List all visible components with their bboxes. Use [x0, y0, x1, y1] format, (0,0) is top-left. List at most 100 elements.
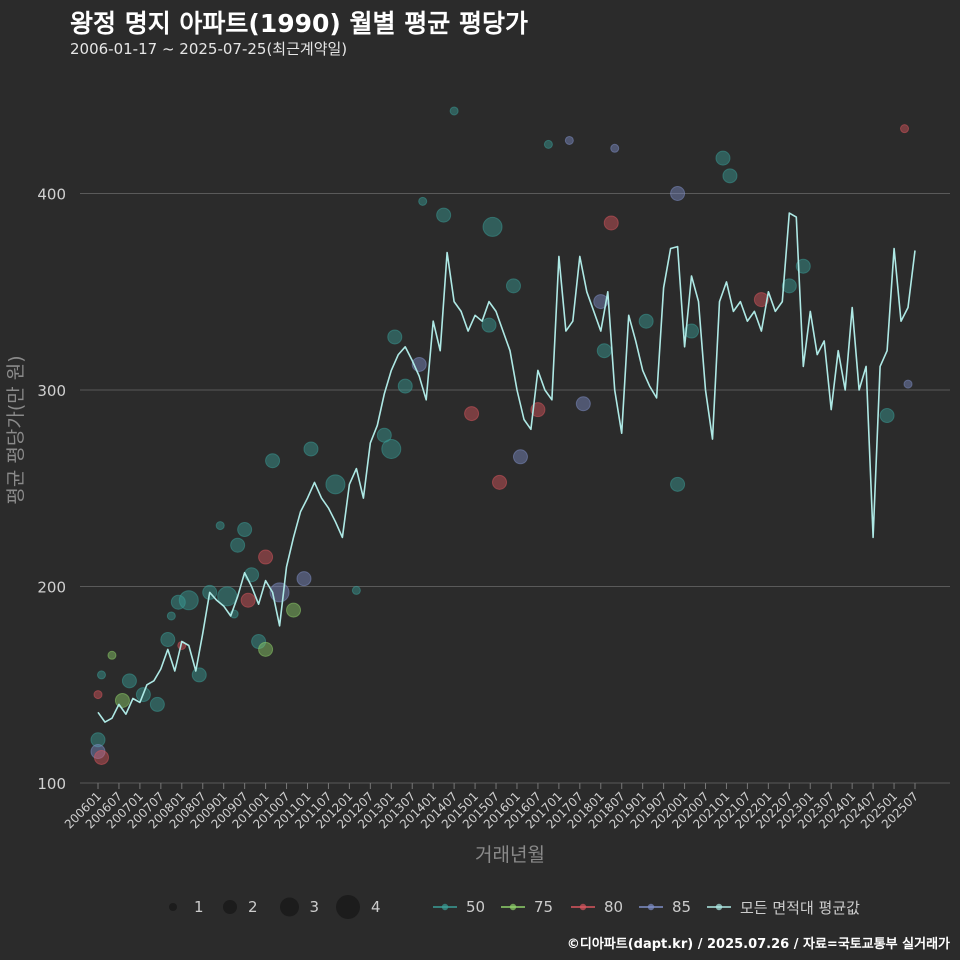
- chart-subtitle: 2006-01-17 ~ 2025-07-25(최근계약일): [70, 40, 348, 58]
- scatter-point: [90, 732, 106, 748]
- legend-size-label: 4: [371, 898, 381, 916]
- legend-series-label: 80: [604, 898, 624, 916]
- scatter-point: [121, 673, 137, 689]
- legend-series-2: 75: [500, 892, 553, 922]
- scatter-point: [325, 474, 346, 495]
- scatter-point: [610, 143, 620, 153]
- scatter-point: [715, 150, 731, 166]
- scatter-point: [670, 186, 686, 201]
- legend-series-1: 50: [432, 892, 485, 922]
- legend-size-2: 2: [222, 892, 258, 922]
- legend-series-label: 75: [534, 898, 554, 916]
- scatter-point: [258, 549, 274, 565]
- scatter-point: [258, 641, 274, 657]
- scatter-point: [596, 343, 612, 359]
- legend-line-dot-icon: [501, 903, 525, 911]
- scatter-point: [900, 124, 910, 134]
- scatter-point: [237, 522, 253, 538]
- scatter-point: [166, 611, 176, 621]
- scatter-point: [603, 215, 619, 231]
- scatter-point: [638, 313, 654, 329]
- legend-line-dot-icon: [707, 903, 731, 911]
- scatter-point: [191, 667, 207, 683]
- average-line: [97, 212, 916, 723]
- scatter-point: [512, 449, 528, 465]
- legend-line-dot-icon: [571, 903, 595, 911]
- scatter-point: [93, 690, 103, 700]
- scatter-point: [575, 396, 591, 412]
- scatter-point: [481, 317, 497, 333]
- scatter-point: [351, 585, 361, 595]
- scatter-point: [505, 278, 521, 294]
- scatter-point: [215, 521, 225, 531]
- scatter-point: [149, 696, 165, 712]
- scatter-point: [397, 378, 413, 394]
- legend-size-dot-icon: [223, 900, 237, 914]
- legend: 1 2 3 4 50 75 80 85 모든 면적대 평균값: [0, 892, 960, 922]
- scatter-point: [449, 106, 459, 116]
- scatter-point: [543, 139, 553, 149]
- scatter-point: [286, 602, 302, 618]
- scatter-points: [90, 106, 913, 765]
- scatter-point: [240, 592, 256, 608]
- chart-title: 왕정 명지 아파트(1990) 월별 평균 평당가: [70, 9, 528, 38]
- scatter-point: [244, 567, 260, 583]
- y-axis: 100 200 300 400: [37, 186, 66, 794]
- legend-size-4: 4: [335, 892, 381, 922]
- scatter-point: [879, 408, 895, 424]
- x-axis: 2006012006072007012007072008012008072009…: [62, 783, 921, 832]
- footer-credit: ©디아파트(dapt.kr) / 2025.07.26 / 자료=국토교통부 실…: [566, 937, 950, 952]
- legend-series-label: 50: [466, 898, 486, 916]
- scatter-point: [418, 196, 428, 206]
- legend-series-label: 모든 면적대 평균값: [740, 898, 860, 917]
- legend-line-dot-icon: [433, 903, 457, 911]
- legend-size-label: 2: [248, 898, 258, 916]
- scatter-point: [684, 323, 700, 339]
- scatter-point: [217, 586, 238, 607]
- scatter-point: [230, 537, 246, 553]
- average-line-group: [97, 212, 916, 723]
- scatter-point: [795, 258, 811, 274]
- scatter-point: [903, 379, 913, 389]
- legend-size-dot-icon: [169, 903, 177, 911]
- legend-series-label: 85: [672, 898, 692, 916]
- scatter-point: [492, 474, 508, 490]
- scatter-point: [96, 670, 106, 680]
- scatter-point: [265, 453, 281, 469]
- scatter-point: [464, 406, 480, 422]
- legend-size-dot-icon: [279, 897, 299, 917]
- scatter-point: [781, 278, 797, 294]
- scatter-point: [670, 476, 686, 492]
- scatter-point: [436, 207, 452, 223]
- legend-series-5: 모든 면적대 평균값: [706, 892, 860, 922]
- scatter-point: [564, 135, 574, 145]
- legend-size-label: 1: [194, 898, 204, 916]
- scatter-point: [482, 216, 503, 237]
- scatter-point: [753, 292, 769, 308]
- y-tick-label: 300: [37, 382, 66, 400]
- legend-size-dot-icon: [336, 895, 360, 919]
- scatter-point: [387, 329, 403, 345]
- legend-size-label: 3: [309, 898, 320, 916]
- legend-series-3: 80: [570, 892, 623, 922]
- scatter-point: [381, 438, 402, 459]
- x-axis-label: 거래년월: [475, 844, 545, 866]
- y-tick-label: 200: [37, 579, 66, 597]
- legend-size-1: 1: [168, 892, 204, 922]
- scatter-point: [178, 590, 199, 611]
- legend-line-dot-icon: [639, 903, 663, 911]
- scatter-point: [107, 650, 117, 660]
- scatter-point: [303, 441, 319, 457]
- legend-size-3: 3: [279, 892, 320, 922]
- y-tick-label: 400: [37, 186, 66, 204]
- scatter-point: [170, 594, 186, 610]
- scatter-point: [296, 571, 312, 587]
- y-gridlines: [80, 193, 950, 784]
- legend-series-4: 85: [638, 892, 691, 922]
- scatter-point: [160, 632, 176, 648]
- scatter-point: [93, 749, 109, 765]
- y-axis-label: 평균 평당가(만 원): [5, 355, 27, 504]
- scatter-point: [722, 168, 738, 184]
- y-tick-label: 100: [37, 775, 66, 793]
